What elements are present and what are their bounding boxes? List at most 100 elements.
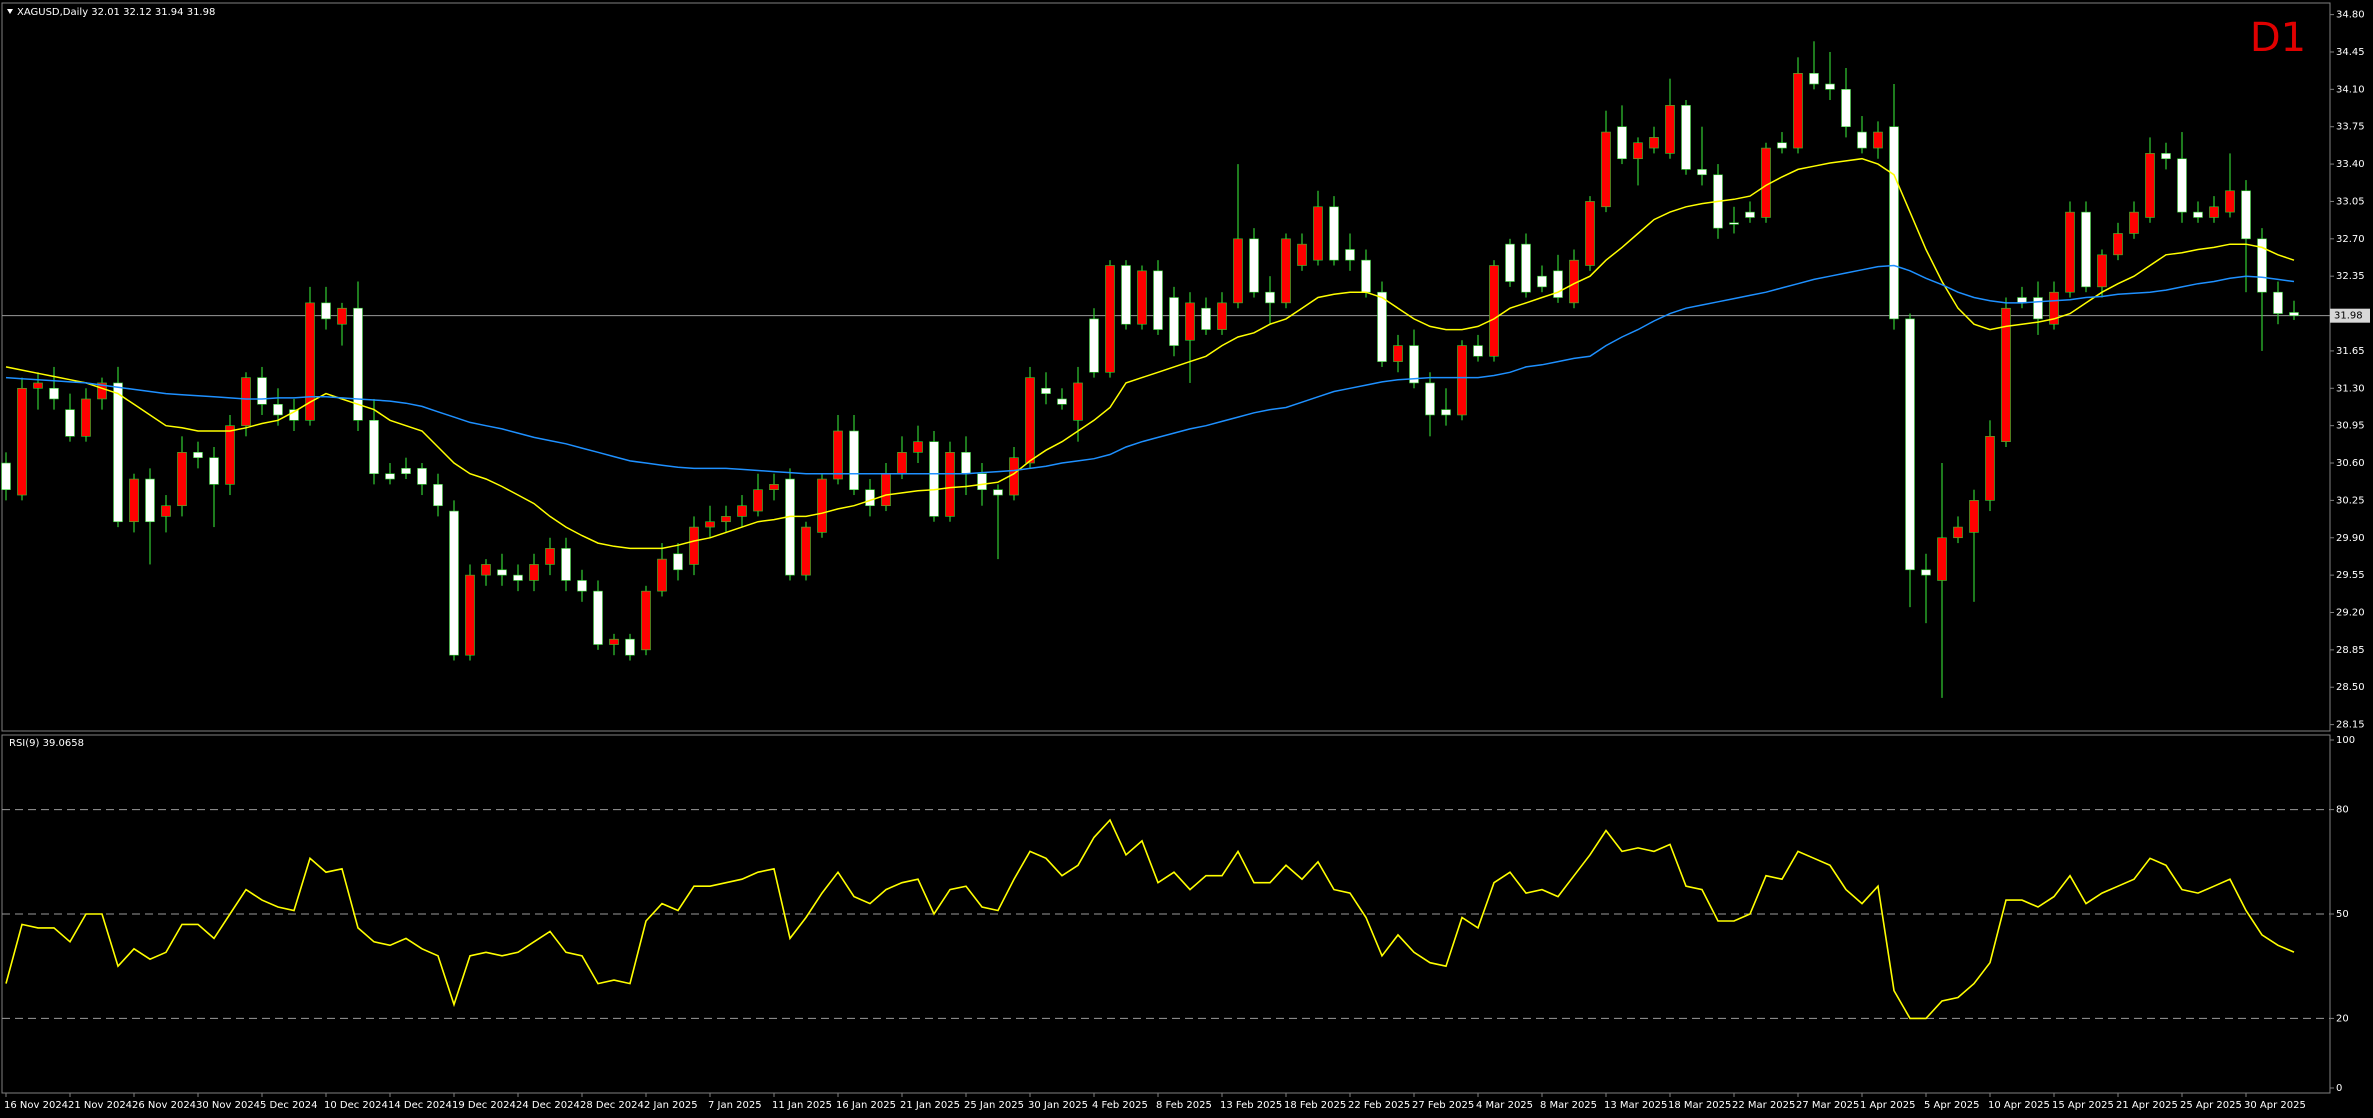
candle-body (1681, 105, 1691, 170)
candle-body (1377, 291, 1387, 362)
candle-body (1953, 526, 1963, 539)
x-tick-label: 25 Apr 2025 (2180, 1100, 2242, 1111)
candle-body (881, 473, 891, 507)
candle-body (1361, 259, 1371, 293)
x-tick-label: 14 Dec 2024 (388, 1100, 452, 1111)
timeframe-label: D1 (2250, 15, 2306, 61)
x-tick-label: 11 Jan 2025 (772, 1100, 832, 1111)
candle-body (1457, 345, 1467, 416)
candle-body (33, 382, 43, 389)
candle-body (337, 307, 347, 325)
x-tick-label: 30 Jan 2025 (1028, 1100, 1088, 1111)
candle-body (1009, 457, 1019, 496)
candle-body (849, 430, 859, 491)
candle-body (385, 473, 395, 480)
candle-body (1297, 243, 1307, 266)
candle-body (2177, 158, 2187, 213)
x-tick-label: 2 Jan 2025 (644, 1100, 698, 1111)
candle-body (1745, 211, 1755, 218)
candle-body (177, 452, 187, 507)
candle-body (1521, 243, 1531, 293)
x-tick-label: 21 Apr 2025 (2116, 1100, 2178, 1111)
candle-body (753, 489, 763, 512)
y-tick-label: 100 (2336, 735, 2355, 746)
candle-body (673, 553, 683, 571)
candle-body (465, 574, 475, 656)
x-tick-label: 26 Nov 2024 (132, 1100, 196, 1111)
candle-body (1857, 131, 1867, 149)
moving-average (5, 264, 2295, 475)
candle-body (321, 302, 331, 320)
candle-body (1617, 126, 1627, 160)
candle-body (897, 452, 907, 474)
candle-body (1937, 537, 1947, 581)
bid-label-box (2330, 308, 2370, 323)
y-tick-label: 50 (2336, 909, 2349, 920)
y-tick-label: 29.20 (2336, 607, 2365, 618)
rsi-line (5, 818, 2295, 1020)
candle-body (1889, 126, 1899, 320)
candle-body (561, 548, 571, 581)
moving-average (5, 157, 2295, 550)
candle-body (129, 478, 139, 523)
candle-body (1137, 270, 1147, 325)
y-tick-label: 20 (2336, 1013, 2349, 1024)
x-tick-label: 7 Jan 2025 (708, 1100, 762, 1111)
candle-body (689, 526, 699, 565)
candle-body (513, 574, 523, 581)
candle-body (433, 484, 443, 507)
candle-body (449, 510, 459, 656)
candle-body (1025, 377, 1035, 464)
candle-body (529, 564, 539, 581)
x-tick-label: 10 Apr 2025 (1988, 1100, 2050, 1111)
candle-body (1169, 297, 1179, 346)
candle-body (577, 580, 587, 592)
candle-body (977, 473, 987, 491)
candle-body (241, 377, 251, 426)
x-tick-label: 5 Dec 2024 (260, 1100, 318, 1111)
candle-body (961, 452, 971, 474)
x-tick-label: 4 Feb 2025 (1092, 1100, 1148, 1111)
x-tick-label: 22 Mar 2025 (1732, 1100, 1795, 1111)
x-tick-label: 10 Dec 2024 (324, 1100, 388, 1111)
candle-body (1633, 142, 1643, 160)
x-tick-label: 19 Dec 2024 (452, 1100, 516, 1111)
candle-body (1217, 302, 1227, 330)
y-tick-label: 30.60 (2336, 458, 2365, 469)
candle-body (1873, 131, 1883, 149)
candle-body (1249, 238, 1259, 293)
candle-body (145, 478, 155, 523)
x-tick-label: 16 Jan 2025 (836, 1100, 896, 1111)
x-tick-label: 13 Feb 2025 (1220, 1100, 1282, 1111)
candle-body (353, 307, 363, 421)
candle-body (2001, 307, 2011, 442)
rsi-title: RSI(9) 39.0658 (9, 738, 84, 749)
y-tick-label: 30.95 (2336, 421, 2365, 432)
y-tick-label: 28.50 (2336, 682, 2365, 693)
candle-body (273, 403, 283, 416)
candle-body (801, 526, 811, 576)
x-tick-label: 13 Mar 2025 (1604, 1100, 1667, 1111)
candle-body (913, 441, 923, 453)
candle-body (625, 638, 635, 656)
title-dropdown-icon[interactable] (7, 9, 13, 14)
candle-body (1185, 302, 1195, 341)
y-tick-label: 31.30 (2336, 383, 2365, 394)
candle-body (1441, 409, 1451, 416)
x-tick-label: 4 Mar 2025 (1476, 1100, 1533, 1111)
x-tick-label: 1 Apr 2025 (1860, 1100, 1915, 1111)
candle-body (2273, 291, 2283, 314)
x-tick-label: 5 Apr 2025 (1924, 1100, 1979, 1111)
candle-body (2033, 297, 2043, 320)
candle-body (209, 457, 219, 485)
candle-body (2289, 312, 2299, 316)
candle-body (1729, 222, 1739, 225)
candle-body (1665, 105, 1675, 154)
candle-body (1809, 73, 1819, 85)
x-tick-label: 27 Feb 2025 (1412, 1100, 1474, 1111)
candle-body (1777, 142, 1787, 149)
candle-body (2065, 211, 2075, 293)
candle-body (769, 484, 779, 491)
